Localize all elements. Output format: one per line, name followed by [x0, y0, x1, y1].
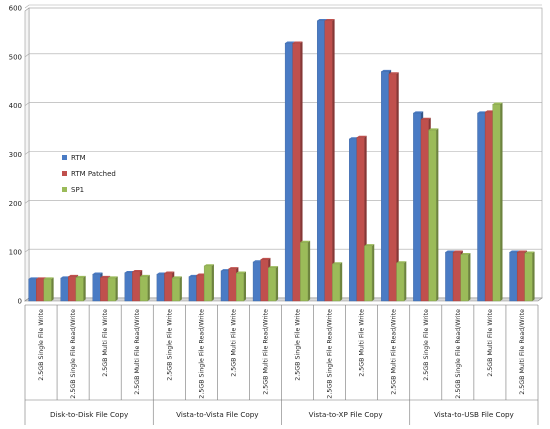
bars	[28, 19, 535, 302]
y-tick-label: 0	[18, 298, 22, 306]
legend: RTM RTM Patched SP1	[62, 154, 116, 194]
gridline	[24, 53, 542, 58]
category-label: 2.5GB Multi File Read/Write	[519, 309, 526, 395]
category-label: 2.5GB Single File Read/Write	[70, 309, 77, 399]
category-label: 2.5GB Single File Write	[166, 309, 173, 381]
legend-label: SP1	[71, 186, 84, 194]
bar-sp1	[428, 128, 439, 302]
gridline	[24, 151, 542, 155]
bar-rtm-patched	[292, 41, 303, 302]
bar-sp1	[43, 277, 54, 302]
bar-sp1	[107, 276, 118, 302]
bar-sp1	[364, 244, 375, 302]
group-label: Disk-to-Disk File Copy	[50, 410, 129, 419]
legend-label: RTM	[71, 154, 86, 162]
y-tick-label: 200	[9, 200, 22, 208]
group-label: Vista-to-Vista File Copy	[176, 410, 259, 419]
category-label: 2.5GB Multi File Write	[230, 309, 237, 377]
bar-sp1	[300, 240, 311, 302]
y-tick-label: 500	[9, 53, 22, 61]
bar-sp1	[332, 262, 343, 302]
gridline	[24, 102, 542, 106]
bar-sp1	[524, 251, 535, 302]
category-label: 2.5GB Single File Read/Write	[198, 309, 205, 399]
bar-sp1	[203, 264, 214, 302]
category-label: 2.5GB Multi File Read/Write	[134, 309, 141, 395]
plot-side-wall	[24, 7, 30, 302]
x-axis-groups: Disk-to-Disk File Copy Vista-to-Vista Fil…	[50, 410, 515, 419]
bar-sp1	[396, 261, 407, 302]
y-tick-label: 600	[9, 5, 22, 13]
category-label: 2.5GB Single File Read/Write	[455, 309, 462, 399]
category-label: 2.5GB Multi File Write	[102, 309, 109, 377]
bar-sp1	[268, 266, 279, 302]
bar-sp1	[460, 252, 471, 302]
y-tick-label: 400	[9, 102, 22, 110]
group-label: Vista-to-XP File Copy	[309, 410, 384, 419]
bar-rtm-patched	[388, 72, 399, 302]
group-label: Vista-to-USB File Copy	[434, 410, 515, 419]
legend-swatch	[62, 187, 67, 192]
category-label: 2.5GB Single File Write	[295, 309, 302, 381]
bar-rtm-patched	[324, 19, 335, 302]
legend-swatch	[62, 171, 67, 176]
y-tick-label: 300	[9, 151, 22, 159]
category-label: 2.5GB Single File Write	[38, 309, 45, 381]
gridline	[24, 4, 542, 9]
category-label: 2.5GB Multi File Read/Write	[262, 309, 269, 395]
category-label: 2.5GB Single File Write	[423, 309, 430, 381]
bar-sp1	[171, 276, 182, 302]
gridline	[24, 200, 542, 204]
y-axis-ticks: 0 100 200 300 400 500 600	[9, 5, 22, 306]
legend-swatch	[62, 155, 67, 160]
bar-sp1	[492, 102, 503, 302]
bar-sp1	[139, 274, 150, 302]
category-label: 2.5GB Multi File Write	[487, 309, 494, 377]
bar-sp1	[75, 275, 86, 302]
y-tick-label: 100	[9, 249, 22, 257]
x-axis-categories: 2.5GB Single File Write 2.5GB Single File…	[24, 304, 539, 425]
legend-label: RTM Patched	[71, 170, 116, 178]
category-label: 2.5GB Multi File Read/Write	[391, 309, 398, 395]
category-label: 2.5GB Multi File Write	[359, 309, 366, 377]
bar-sp1	[236, 271, 247, 302]
category-label: 2.5GB Single File Read/Write	[327, 309, 334, 399]
